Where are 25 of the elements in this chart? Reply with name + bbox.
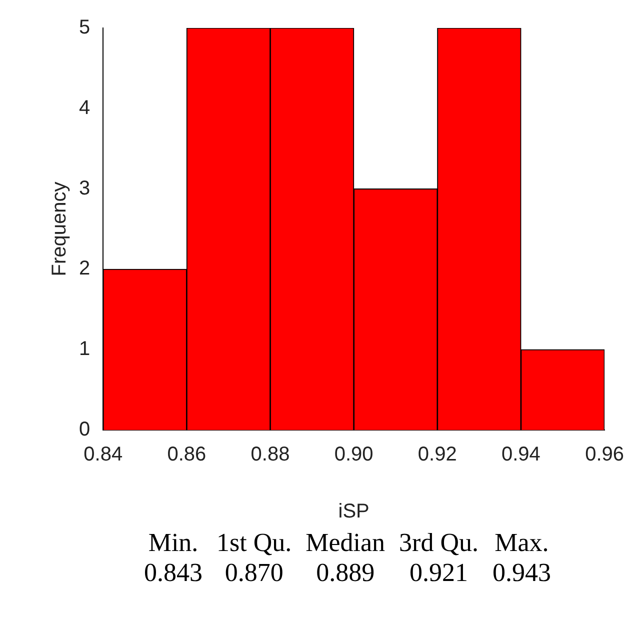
y-tick-label: 3 — [79, 177, 90, 200]
y-tick-label: 4 — [79, 96, 90, 119]
text: 1st Qu. — [216, 528, 292, 558]
text: 0.943 — [492, 558, 551, 588]
x-tick-label: 0.96 — [585, 444, 624, 466]
y-axis-title: Frequency — [48, 182, 71, 276]
x-tick-label: 0.86 — [167, 444, 206, 466]
x-tick-label: 0.84 — [84, 444, 123, 466]
y-tick-label: 5 — [79, 16, 90, 39]
x-tick-label: 0.94 — [502, 444, 540, 466]
y-tick-label: 2 — [79, 258, 90, 280]
x-axis-title: iSP — [338, 500, 370, 523]
y-tick-label: 1 — [79, 338, 90, 360]
y-tick-label: 0 — [79, 418, 90, 441]
x-tick-label: 0.92 — [418, 444, 457, 466]
text: 0.843 — [144, 558, 202, 588]
text: 0.921 — [408, 558, 470, 588]
text: Median — [306, 528, 386, 558]
text: 0.889 — [315, 558, 376, 588]
x-tick-label: 0.90 — [334, 444, 374, 466]
text: 0.870 — [224, 558, 284, 588]
x-tick-label: 0.88 — [250, 444, 290, 466]
text: Max. — [494, 528, 550, 558]
text: Min. — [147, 528, 200, 558]
text: 3rd Qu. — [399, 528, 478, 558]
